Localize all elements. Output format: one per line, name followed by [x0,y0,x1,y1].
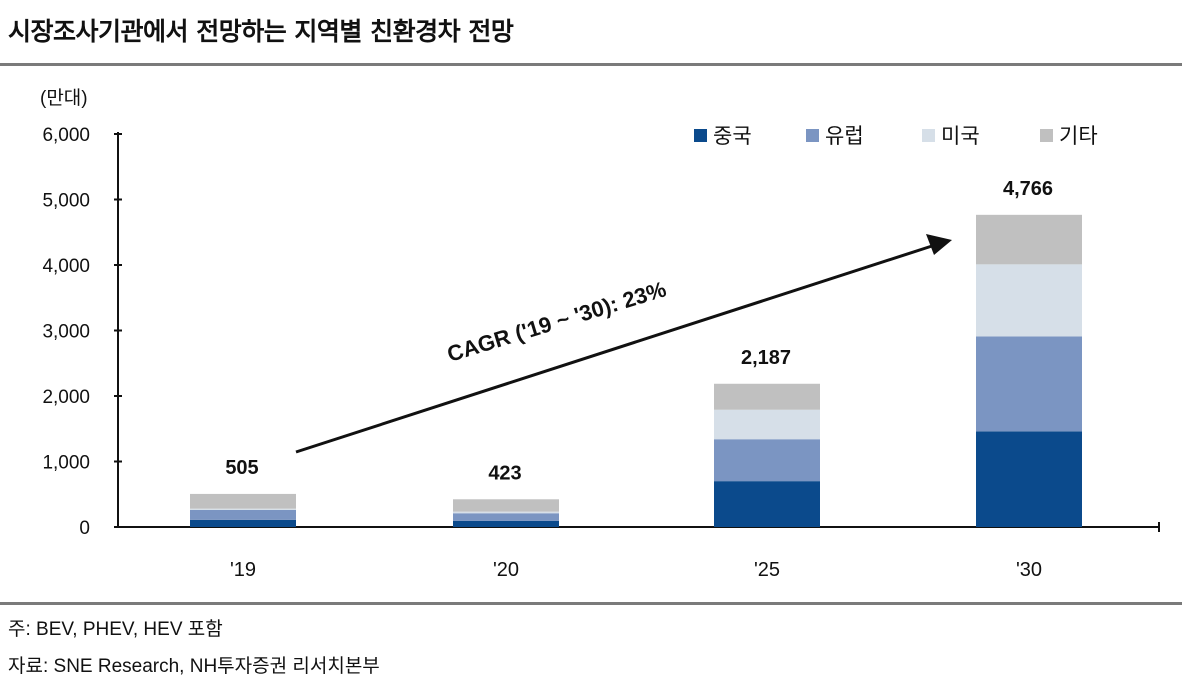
y-tick-label: 1,000 [42,453,90,474]
bottom-divider [0,602,1182,605]
bar-segment [714,383,820,410]
legend-swatch [922,129,935,142]
bar-segment [714,481,820,527]
y-tick-label: 3,000 [42,322,90,343]
bar-segment [190,493,296,509]
bar-segment [714,439,820,482]
bar-segment [714,409,820,440]
cagr-arrow-line [295,244,933,454]
stacked-bar-chart: (만대) 0 1,000 2,000 3,000 4,000 5,000 6,000 '19… [40,87,1160,581]
chart-title: 시장조사기관에서 전망하는 지역별 친환경차 전망 [8,17,514,46]
y-tick-label: 0 [79,518,90,539]
source-note: 자료: SNE Research, NH투자증권 리서치본부 [8,656,380,677]
bar-segment [976,336,1082,432]
cagr-arrow-head [926,234,952,255]
x-tick-label: '30 [1016,559,1042,581]
bar-segment [190,509,296,520]
bar-segment [190,519,296,527]
bar-segment [190,508,296,510]
bar-segment [453,513,559,521]
total-labels: 505 423 2,187 4,766 [225,178,1053,484]
legend-label: 기타 [1059,125,1098,148]
bar-segment [453,499,559,512]
legend-swatch [1040,129,1053,142]
y-tick-label: 5,000 [42,191,90,212]
x-tick-label: '25 [754,559,780,581]
legend-label: 미국 [941,125,980,148]
bars-group [190,214,1082,527]
bar-segment [453,511,559,514]
top-divider [0,63,1182,66]
bar-segment [976,264,1082,337]
x-tick-label: '20 [493,559,519,581]
y-axis-unit-label: (만대) [40,87,88,109]
total-label: 4,766 [1003,178,1053,200]
x-axis: '19 '20 '25 '30 [118,522,1160,581]
bar-segment [453,520,559,527]
cagr-label: CAGR ('19 ~ '30): 23% [444,276,669,366]
total-label: 2,187 [741,347,791,369]
y-tick-label: 6,000 [42,125,90,146]
x-tick-label: '19 [230,559,256,581]
y-tick-label: 2,000 [42,387,90,408]
legend-swatch [694,129,707,142]
footnote: 주: BEV, PHEV, HEV 포함 [8,619,223,640]
bar-segment [976,214,1082,265]
legend-label: 유럽 [825,125,864,148]
y-axis: 0 1,000 2,000 3,000 4,000 5,000 6,000 [42,125,122,539]
y-tick-label: 4,000 [42,256,90,277]
legend: 중국 유럽 미국 기타 [694,125,1098,148]
bar-segment [976,431,1082,527]
cagr-annotation: CAGR ('19 ~ '30): 23% [295,234,952,454]
total-label: 505 [225,457,258,479]
legend-swatch [806,129,819,142]
total-label: 423 [488,462,521,484]
legend-label: 중국 [713,125,752,148]
